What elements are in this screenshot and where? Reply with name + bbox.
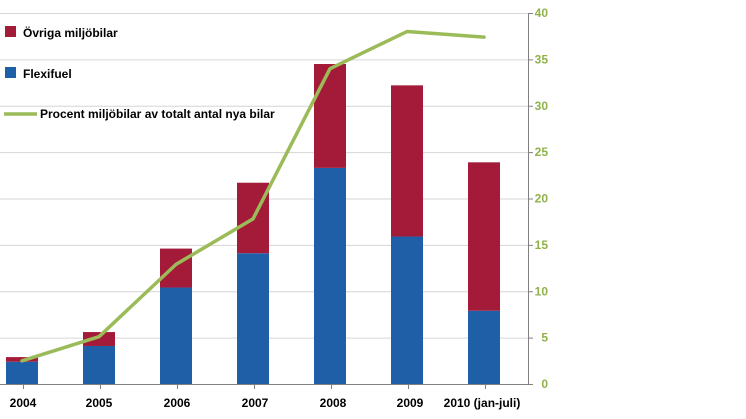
bar-ovriga-6 [468, 162, 500, 311]
right-axis-label-20: 20 [535, 192, 549, 206]
bar-flexifuel-1 [83, 345, 115, 384]
bar-flexifuel-5 [391, 236, 423, 384]
right-axis-label-40: 40 [535, 6, 549, 20]
right-axis-label-25: 25 [535, 145, 549, 159]
x-tick-label-5: 2009 [397, 396, 424, 410]
legend-label-0: Övriga miljöbilar [23, 25, 118, 40]
legend-label-1: Flexifuel [23, 67, 72, 81]
bar-flexifuel-2 [160, 287, 192, 384]
legend-swatch-1 [5, 67, 16, 78]
bar-ovriga-4 [314, 64, 346, 168]
right-axis-label-10: 10 [535, 284, 549, 298]
bars [6, 64, 500, 384]
right-axis-label-0: 0 [541, 377, 548, 391]
right-axis-label-35: 35 [535, 52, 549, 66]
bar-flexifuel-3 [237, 253, 269, 384]
axes [0, 13, 533, 389]
right-axis-label-30: 30 [535, 99, 549, 113]
right-axis-label-5: 5 [541, 331, 548, 345]
right-axis-label-15: 15 [535, 238, 549, 252]
bar-flexifuel-4 [314, 167, 346, 384]
x-tick-label-6: 2010 (jan-juli) [444, 396, 521, 410]
bar-flexifuel-0 [6, 361, 38, 384]
x-tick-label-2: 2006 [164, 396, 191, 410]
percent-line [20, 29, 486, 363]
x-tick-labels: 2004 2005 2006 2007 2008 2009 2010 (jan-juli) [10, 396, 521, 410]
legend-label-2: Procent miljöbilar av totalt antal nya b… [40, 107, 275, 121]
x-tick-label-4: 2008 [320, 396, 347, 410]
x-tick-label-1: 2005 [86, 396, 113, 410]
legend-swatch-0 [5, 26, 16, 37]
percent-line-path [20, 29, 486, 363]
x-tick-label-3: 2007 [242, 396, 269, 410]
bar-ovriga-5 [391, 85, 423, 237]
x-tick-label-0: 2004 [10, 396, 37, 410]
right-axis-tick-labels: 0 5 10 15 20 25 30 35 40 [535, 6, 549, 391]
bar-flexifuel-6 [468, 310, 500, 384]
bar-ovriga-1 [83, 332, 115, 346]
legend: Övriga miljöbilar Flexifuel Procent miljöb… [4, 25, 275, 121]
bar-ovriga-2 [160, 248, 192, 288]
